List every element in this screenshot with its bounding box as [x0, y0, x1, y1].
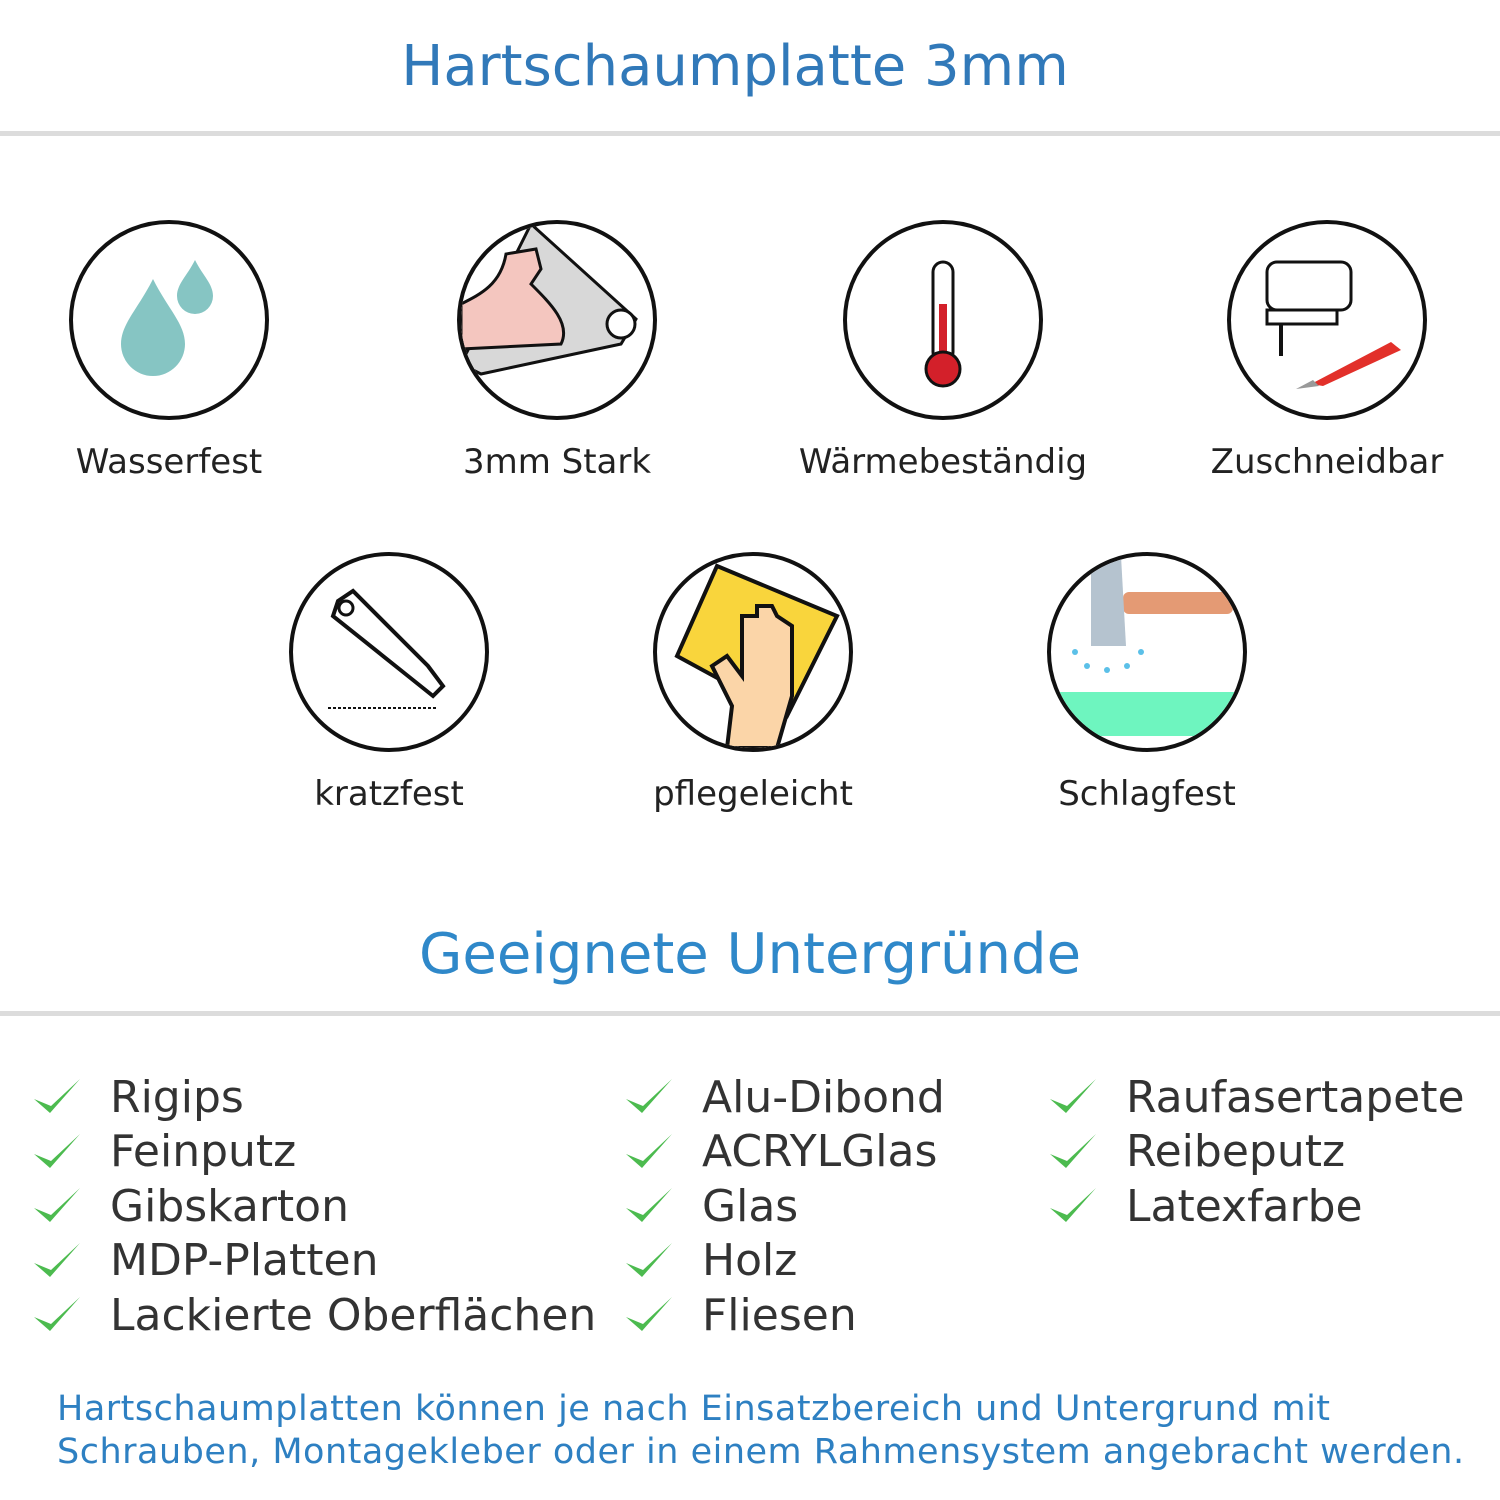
checkmark-icon [626, 1133, 672, 1168]
divider [0, 131, 1500, 136]
checkmark-icon [626, 1079, 672, 1113]
feature-label: Wasserfest [75, 442, 263, 482]
cleaning-hand-icon [653, 552, 853, 752]
surface-item: Latexfarbe [1048, 1179, 1363, 1233]
checkmark-icon [626, 1297, 672, 1331]
section-title: Geeignete Untergründe [418, 922, 1082, 987]
divider [0, 1011, 1500, 1016]
footer-line: Hartschaumplatten können je nach Einsatz… [57, 1389, 1331, 1429]
surface-label: Feinputz [110, 1126, 297, 1177]
checkmark-icon [626, 1188, 672, 1222]
checkmark-icon [34, 1188, 80, 1222]
feature-label: Wärmebeständig [798, 442, 1088, 482]
surface-item: Glas [624, 1179, 798, 1233]
surface-item: Fliesen [624, 1288, 857, 1342]
checkmark-icon [1050, 1133, 1096, 1168]
checkmark-icon [1050, 1188, 1096, 1222]
thermometer-icon [843, 220, 1043, 420]
surface-item: Alu-Dibond [624, 1070, 945, 1124]
checkmark-icon [1050, 1079, 1096, 1113]
page-title: Hartschaumplatte 3mm [401, 34, 1069, 99]
surface-label: Glas [702, 1180, 799, 1232]
surface-item: Holz [624, 1234, 797, 1288]
feature-label: Zuschneidbar [1210, 442, 1444, 482]
feature-label: 3mm Stark [462, 442, 652, 482]
feature-pflegeleicht: pflegeleicht [553, 552, 953, 814]
footer-line: Schrauben, Montagekleber oder in einem R… [57, 1432, 1465, 1472]
feature-zuschneidbar: Zuschneidbar [1127, 220, 1500, 482]
surface-label: Raufasertapete [1126, 1071, 1465, 1123]
surface-label: Latexfarbe [1126, 1180, 1363, 1232]
surface-item: Rigips [32, 1070, 244, 1124]
feature-3mm-stark: 3mm Stark [357, 220, 757, 482]
strong-arm-icon [457, 220, 657, 420]
feature-waermebestaendig: Wärmebeständig [743, 220, 1143, 482]
surface-item: ACRYLGlas [624, 1125, 937, 1179]
cutter-icon [289, 552, 489, 752]
water-drops-icon [69, 220, 269, 420]
jigsaw-knife-icon [1227, 220, 1427, 420]
surface-item: Gibskarton [32, 1179, 349, 1233]
checkmark-icon [34, 1297, 80, 1331]
feature-wasserfest: Wasserfest [0, 220, 369, 482]
surface-label: Alu-Dibond [702, 1071, 945, 1123]
feature-label: kratzfest [314, 774, 464, 814]
feature-label: pflegeleicht [653, 774, 853, 814]
feature-label: Schlagfest [1058, 774, 1236, 814]
surface-label: ACRYLGlas [702, 1126, 938, 1177]
feature-schlagfest: Schlagfest [947, 552, 1347, 814]
footer-note: Hartschaumplatten können je nach Einsatz… [57, 1388, 1465, 1474]
checkmark-icon [34, 1079, 80, 1113]
hammer-icon [1047, 552, 1247, 752]
surface-item: Feinputz [32, 1125, 296, 1179]
surface-label: Gibskarton [110, 1180, 349, 1232]
checkmark-icon [34, 1242, 80, 1277]
checkmark-icon [626, 1242, 672, 1277]
surface-label: MDP-Platten [110, 1235, 379, 1286]
surface-label: Fliesen [702, 1289, 857, 1341]
surface-item: Reibeputz [1048, 1125, 1345, 1179]
surface-label: Reibeputz [1126, 1126, 1346, 1177]
surface-label: Rigips [110, 1071, 244, 1123]
surface-item: Raufasertapete [1048, 1070, 1465, 1124]
surface-item: Lackierte Oberflächen [32, 1288, 596, 1342]
checkmark-icon [34, 1133, 80, 1168]
surface-item: MDP-Platten [32, 1234, 378, 1288]
feature-kratzfest: kratzfest [189, 552, 589, 814]
surface-label: Holz [702, 1235, 798, 1286]
surface-label: Lackierte Oberflächen [110, 1289, 597, 1341]
